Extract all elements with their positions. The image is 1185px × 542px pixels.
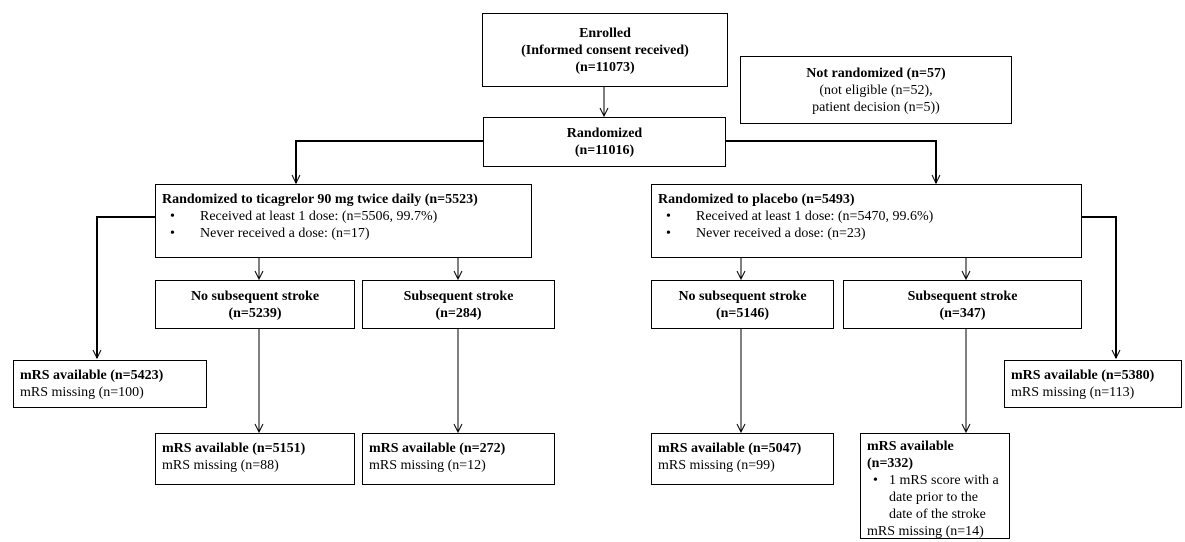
enrolled-title: Enrolled [579,25,631,41]
pla-no-stroke-mrs-missing: mRS missing (n=99) [658,458,775,473]
tic-no-stroke-mrs-box: mRS available (n=5151) mRS missing (n=88… [155,433,355,485]
tic-stroke-mrs-box: mRS available (n=272) mRS missing (n=12) [362,433,555,485]
not-randomized-line1: (not eligible (n=52), [819,82,933,98]
pla-stroke-box: Subsequent stroke (n=347) [843,280,1082,329]
pla-overall-mrs-missing: mRS missing (n=113) [1011,385,1135,400]
pla-stroke-mrs-available: mRS available (n=332) [867,439,954,471]
pla-no-stroke-title: No subsequent stroke [678,288,807,304]
pla-overall-mrs-available: mRS available (n=5380) [1011,368,1155,383]
randomized-title: Randomized [566,126,643,141]
placebo-bullet-never: Never received a dose: (n=23) [658,225,1075,242]
pla-stroke-title: Subsequent stroke [907,288,1018,304]
tic-overall-mrs-missing: mRS missing (n=100) [20,385,144,400]
arrow-ticagrelor-overall-mrs [97,216,155,358]
pla-no-stroke-mrs-box: mRS available (n=5047) mRS missing (n=99… [651,433,834,485]
pla-stroke-mrs-bullets: 1 mRS score with a date prior to the dat… [867,472,1003,523]
ticagrelor-bullet-received: Received at least 1 dose: (n=5506, 99.7%… [162,208,525,225]
tic-stroke-count: (n=284) [435,305,482,321]
tic-no-stroke-mrs-missing: mRS missing (n=88) [162,458,279,473]
tic-no-stroke-title: No subsequent stroke [190,288,320,304]
placebo-arm-bullets: Received at least 1 dose: (n=5470, 99.6%… [658,208,1075,242]
tic-no-stroke-mrs-available: mRS available (n=5151) [162,441,306,456]
pla-stroke-mrs-missing: mRS missing (n=14) [867,524,984,539]
enrolled-count: (n=11073) [575,59,635,75]
tic-overall-mrs-box: mRS available (n=5423) mRS missing (n=10… [13,360,207,408]
arrow-randomized-placebo [726,140,936,183]
arrow-placebo-overall-mrs [1082,216,1116,358]
tic-stroke-mrs-available: mRS available (n=272) [369,441,506,456]
arrow-randomized-ticagrelor [296,140,483,183]
randomized-box: Randomized (n=11016) [483,117,726,167]
enrolled-box: Enrolled (Informed consent received) (n=… [482,13,728,87]
randomized-count: (n=11016) [574,143,635,158]
ticagrelor-arm-box: Randomized to ticagrelor 90 mg twice dai… [155,184,532,258]
tic-no-stroke-count: (n=5239) [228,305,282,321]
tic-overall-mrs-available: mRS available (n=5423) [20,368,164,383]
ticagrelor-arm-title: Randomized to ticagrelor 90 mg twice dai… [162,192,478,207]
placebo-arm-title: Randomized to placebo (n=5493) [658,192,855,207]
tic-stroke-box: Subsequent stroke (n=284) [362,280,555,329]
pla-stroke-mrs-box: mRS available (n=332) 1 mRS score with a… [860,433,1010,539]
pla-no-stroke-box: No subsequent stroke (n=5146) [651,280,834,329]
tic-stroke-title: Subsequent stroke [403,288,514,304]
placebo-bullet-received: Received at least 1 dose: (n=5470, 99.6%… [658,208,1075,225]
pla-stroke-count: (n=347) [939,305,986,321]
tic-no-stroke-box: No subsequent stroke (n=5239) [155,280,355,329]
pla-overall-mrs-box: mRS available (n=5380) mRS missing (n=11… [1004,360,1182,408]
pla-no-stroke-count: (n=5146) [715,305,770,321]
not-randomized-line2: patient decision (n=5)) [812,99,940,115]
not-randomized-title: Not randomized (n=57) [806,65,946,81]
pla-no-stroke-mrs-available: mRS available (n=5047) [658,441,802,456]
tic-stroke-mrs-missing: mRS missing (n=12) [369,458,486,473]
ticagrelor-arm-bullets: Received at least 1 dose: (n=5506, 99.7%… [162,208,525,242]
pla-stroke-mrs-bullet: 1 mRS score with a date prior to the dat… [867,472,1003,523]
enrolled-subtitle: (Informed consent received) [521,42,689,58]
placebo-arm-box: Randomized to placebo (n=5493) Received … [651,184,1082,258]
ticagrelor-bullet-never: Never received a dose: (n=17) [162,225,525,242]
not-randomized-box: Not randomized (n=57) (not eligible (n=5… [740,56,1012,124]
